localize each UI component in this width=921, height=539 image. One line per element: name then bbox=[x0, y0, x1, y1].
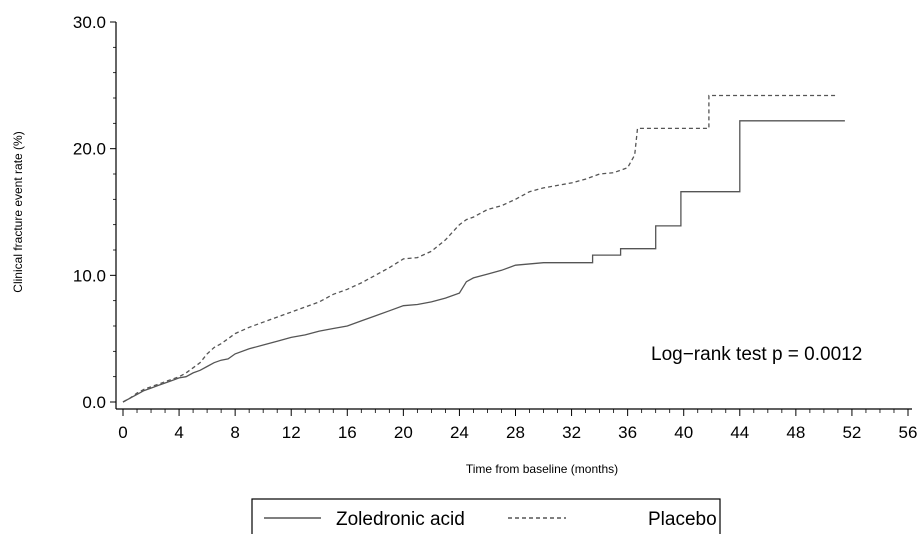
x-tick-label: 28 bbox=[506, 423, 525, 442]
x-tick-label: 4 bbox=[174, 423, 183, 442]
x-tick-label: 52 bbox=[842, 423, 861, 442]
logrank-annotation: Log−rank test p = 0.0012 bbox=[651, 344, 862, 365]
x-tick-label: 56 bbox=[899, 423, 918, 442]
x-tick-label: 44 bbox=[730, 423, 749, 442]
x-axis-title: Time from baseline (months) bbox=[466, 462, 618, 476]
x-tick-label: 12 bbox=[282, 423, 301, 442]
legend-box bbox=[251, 498, 721, 539]
series-layer bbox=[122, 94, 845, 403]
x-tick-label: 20 bbox=[394, 423, 413, 442]
x-tick-label: 16 bbox=[338, 423, 357, 442]
series-line-placebo bbox=[122, 94, 836, 403]
y-tick-label: 0.0 bbox=[82, 393, 106, 412]
x-tick-label: 8 bbox=[230, 423, 239, 442]
x-tick-label: 32 bbox=[562, 423, 581, 442]
y-axis-title: Clinical fracture event rate (%) bbox=[11, 131, 25, 292]
y-tick-label: 30.0 bbox=[73, 13, 106, 32]
y-tick-label: 20.0 bbox=[73, 140, 106, 159]
legend-label-zoledronic: Zoledronic acid bbox=[336, 509, 465, 530]
y-tick-label: 10.0 bbox=[73, 266, 106, 285]
legend-label-placebo: Placebo bbox=[648, 509, 717, 530]
x-tick-label: 36 bbox=[618, 423, 637, 442]
x-tick-label: 0 bbox=[118, 423, 127, 442]
series-line-zoledronic-acid bbox=[122, 120, 845, 403]
legend: Zoledronic acid Placebo bbox=[251, 498, 721, 539]
x-tick-label: 24 bbox=[450, 423, 469, 442]
x-tick-label: 40 bbox=[674, 423, 693, 442]
axes-layer: 0.010.020.030.00 4 8 12 16 20 24 28 32 36 40 44 48 52… bbox=[73, 13, 918, 442]
x-tick-label: 48 bbox=[786, 423, 805, 442]
